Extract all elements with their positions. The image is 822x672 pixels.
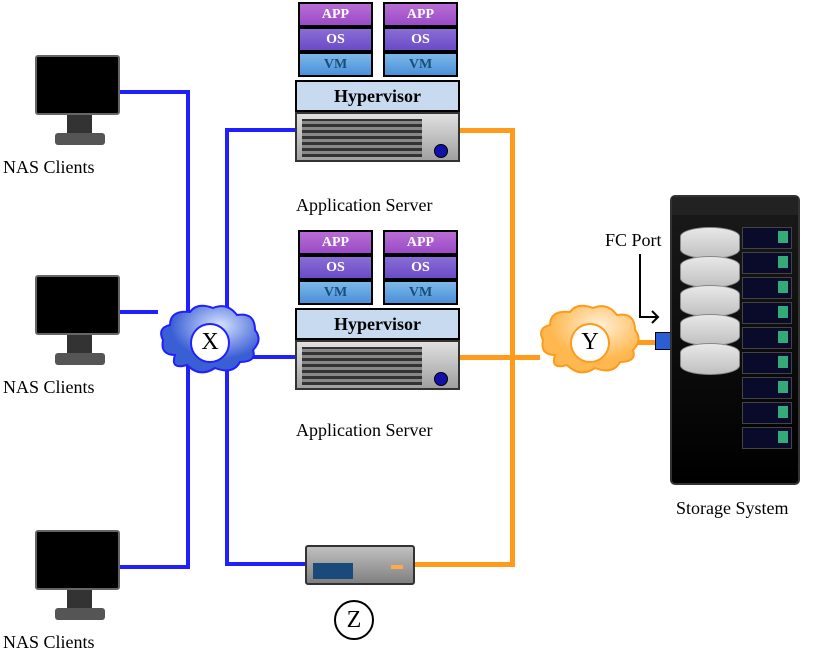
server-box-2	[295, 340, 460, 390]
conn-gateway-blue	[225, 562, 305, 566]
z-label: Z	[334, 600, 374, 640]
hypervisor-1: Hypervisor	[295, 80, 460, 112]
nas-client-1	[35, 55, 120, 115]
conn-app1-orange	[460, 128, 515, 133]
conn-nas3-h	[120, 565, 190, 569]
nas-client-3	[35, 530, 120, 590]
vm-app-2: APP	[383, 2, 458, 27]
app-server-label-2: Application Server	[296, 420, 432, 441]
nas-client-2	[35, 275, 120, 335]
cloud-x: X	[155, 300, 265, 385]
vm-vm-2: VM	[383, 52, 458, 77]
conn-app2-orange	[460, 355, 540, 360]
vm-app-4: APP	[383, 230, 458, 255]
vm-vm-4: VM	[383, 280, 458, 305]
vm-os-2: OS	[383, 27, 458, 52]
conn-nas2-h	[120, 310, 158, 314]
conn-orange-vert	[510, 128, 515, 566]
conn-app1	[225, 128, 295, 132]
storage-label: Storage System	[676, 498, 789, 519]
vm-app-3: APP	[298, 230, 373, 255]
server-box-1	[295, 112, 460, 162]
fc-arrow-icon	[638, 252, 668, 332]
fc-port-label: FC Port	[605, 230, 662, 251]
nas-label-2: NAS Clients	[3, 377, 95, 398]
vm-app-1: APP	[298, 2, 373, 27]
fc-port	[655, 332, 671, 350]
conn-gateway-orange	[415, 562, 515, 567]
cloud-y: Y	[535, 300, 645, 385]
cloud-x-label: X	[190, 323, 230, 363]
storage-system	[670, 195, 800, 485]
hypervisor-2: Hypervisor	[295, 308, 460, 340]
vm-os-1: OS	[298, 27, 373, 52]
vm-vm-3: VM	[298, 280, 373, 305]
nas-label-1: NAS Clients	[3, 157, 95, 178]
nas-label-3: NAS Clients	[3, 632, 95, 653]
gateway-z	[305, 545, 415, 585]
conn-nas1-h	[120, 90, 190, 94]
cloud-y-label: Y	[570, 323, 610, 363]
vm-os-3: OS	[298, 255, 373, 280]
app-server-label-1: Application Server	[296, 195, 432, 216]
vm-vm-1: VM	[298, 52, 373, 77]
vm-os-4: OS	[383, 255, 458, 280]
